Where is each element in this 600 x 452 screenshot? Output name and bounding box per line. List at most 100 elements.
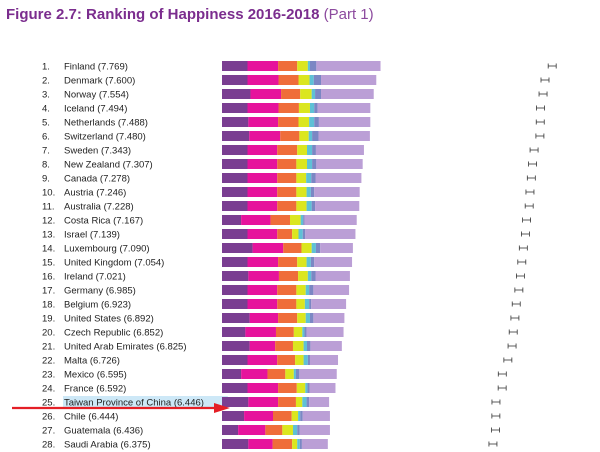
rank-label: 27.	[42, 426, 55, 437]
bar-segment	[222, 299, 248, 309]
bar-segment	[310, 257, 315, 267]
bar-segment	[315, 201, 360, 211]
bar-segment	[222, 145, 248, 155]
bar-segment	[222, 243, 253, 253]
bar-segment	[267, 369, 286, 379]
bar-segment	[292, 425, 298, 435]
bar-segment	[222, 411, 245, 421]
bar-segment	[222, 341, 250, 351]
bar-segment	[297, 257, 307, 267]
chart-row: 17. Germany (6.985)	[42, 285, 524, 297]
bar-segment	[248, 117, 279, 127]
bar-segment	[302, 229, 306, 239]
bar-segment	[310, 187, 315, 197]
bar-segment	[222, 383, 248, 393]
chart-row: 10. Austria (7.246)	[42, 187, 535, 199]
rank-label: 10.	[42, 188, 55, 199]
bar-segment	[297, 145, 307, 155]
bar-segment	[280, 131, 300, 141]
country-label: New Zealand (7.307)	[64, 160, 153, 171]
bar-segment	[293, 327, 303, 337]
bar-segment	[315, 243, 321, 253]
bar-segment	[317, 103, 371, 113]
bar-segment	[278, 117, 299, 127]
chart-row: 27. Guatemala (6.436)	[42, 425, 500, 437]
bar-segment	[298, 271, 308, 281]
bar-segment	[309, 61, 317, 71]
bar-segment	[306, 173, 312, 183]
bar-segment	[275, 327, 294, 337]
bar-segment	[292, 229, 299, 239]
bar-segment	[305, 229, 356, 239]
bar-segment	[315, 173, 362, 183]
country-label: Belgium (6.923)	[64, 300, 131, 311]
bar-segment	[277, 285, 297, 295]
country-label: Finland (7.769)	[64, 62, 128, 73]
bar-segment	[291, 411, 299, 421]
bar-segment	[222, 89, 251, 99]
bar-segment	[222, 117, 249, 127]
bar-segment	[245, 327, 276, 337]
bar-segment	[247, 355, 278, 365]
rank-label: 25.	[42, 398, 55, 409]
rank-label: 20.	[42, 328, 55, 339]
bar-segment	[297, 425, 300, 435]
country-label: Canada (7.278)	[64, 174, 130, 185]
rank-label: 24.	[42, 384, 55, 395]
bar-segment	[296, 187, 307, 197]
bar-segment	[306, 257, 311, 267]
chart-row: 1. Finland (7.769)	[42, 61, 557, 73]
bar-segment	[298, 103, 310, 113]
rank-label: 17.	[42, 286, 55, 297]
rank-label: 16.	[42, 272, 55, 283]
rank-label: 26.	[42, 412, 55, 423]
bar-segment	[312, 159, 317, 169]
country-label: Australia (7.228)	[64, 202, 134, 213]
bar-segment	[249, 131, 281, 141]
chart-row: 2. Denmark (7.600)	[42, 75, 550, 87]
figure-title: Figure 2.7: Ranking of Happiness 2016-20…	[6, 6, 374, 23]
bar-segment	[313, 75, 322, 85]
bar-segment	[321, 75, 377, 85]
bar-segment	[316, 159, 363, 169]
bar-segment	[247, 145, 278, 155]
bar-segment	[277, 201, 297, 211]
country-label: Czech Republic (6.852)	[64, 328, 163, 339]
bar-segment	[247, 75, 279, 85]
bar-segment	[307, 341, 311, 351]
bar-segment	[277, 159, 297, 169]
bar-segment	[250, 89, 282, 99]
bar-segment	[311, 173, 316, 183]
bar-segment	[311, 89, 316, 99]
bar-segment	[278, 271, 299, 281]
bar-segment	[241, 369, 268, 379]
bar-segment	[298, 229, 303, 239]
bar-segment	[277, 145, 298, 155]
country-label: France (6.592)	[64, 384, 126, 395]
bar-segment	[301, 243, 312, 253]
bar-segment	[311, 299, 347, 309]
country-label: Netherlands (7.488)	[64, 118, 148, 129]
bar-segment	[275, 341, 293, 351]
rank-label: 13.	[42, 230, 55, 241]
bar-segment	[222, 369, 242, 379]
bar-segment	[273, 411, 292, 421]
bar-segment	[308, 131, 313, 141]
rank-label: 21.	[42, 342, 55, 353]
highlight-arrow-head	[214, 403, 230, 413]
chart-row: 20. Czech Republic (6.852)	[42, 327, 518, 339]
bar-segment	[301, 439, 328, 449]
chart-row: 21. United Arab Emirates (6.825)	[42, 341, 517, 353]
chart-row: 16. Ireland (7.021)	[42, 271, 525, 283]
bar-segment	[278, 397, 296, 407]
bar-segment	[222, 103, 248, 113]
bar-segment	[247, 257, 279, 267]
bar-segment	[296, 159, 307, 169]
country-label: Denmark (7.600)	[64, 76, 135, 87]
country-label: United States (6.892)	[64, 314, 154, 325]
bar-segment	[303, 341, 307, 351]
country-label: United Arab Emirates (6.825)	[64, 342, 187, 353]
bar-segment	[272, 439, 293, 449]
rank-label: 18.	[42, 300, 55, 311]
bar-segment	[307, 355, 310, 365]
